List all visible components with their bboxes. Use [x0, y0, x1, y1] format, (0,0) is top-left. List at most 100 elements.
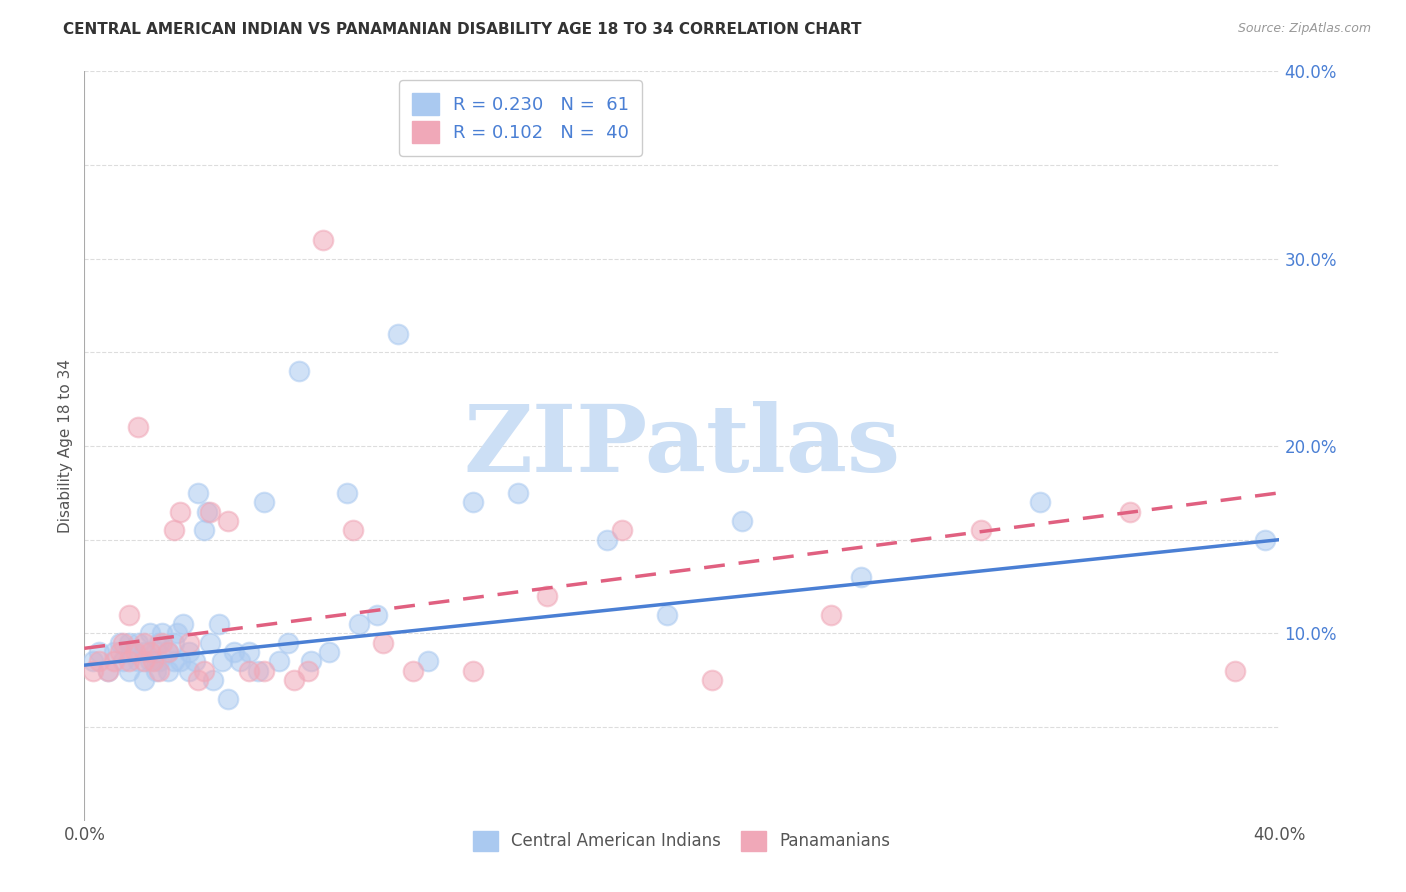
Point: [208, 617, 231, 632]
Point: [301, 655, 323, 669]
Point: [166, 626, 188, 640]
Point: [132, 673, 156, 688]
Point: [177, 635, 200, 649]
Point: [163, 655, 186, 669]
Point: [820, 607, 842, 622]
Point: [336, 486, 359, 500]
Point: [198, 635, 221, 649]
Point: [283, 673, 305, 688]
Point: [121, 645, 143, 659]
Point: [145, 645, 167, 659]
Point: [82, 655, 104, 669]
Point: [139, 645, 162, 659]
Point: [127, 655, 149, 669]
Point: [402, 664, 425, 678]
Point: [148, 664, 170, 678]
Point: [157, 664, 180, 678]
Point: [118, 635, 141, 649]
Point: [342, 524, 364, 538]
Point: [318, 645, 340, 659]
Point: [195, 505, 218, 519]
Point: [163, 524, 186, 538]
Point: [124, 645, 146, 659]
Point: [157, 645, 180, 659]
Text: CENTRAL AMERICAN INDIAN VS PANAMANIAN DISABILITY AGE 18 TO 34 CORRELATION CHART: CENTRAL AMERICAN INDIAN VS PANAMANIAN DI…: [63, 22, 862, 37]
Point: [139, 655, 162, 669]
Point: [187, 673, 209, 688]
Point: [596, 533, 619, 547]
Point: [222, 645, 245, 659]
Point: [267, 655, 290, 669]
Point: [970, 524, 993, 538]
Point: [112, 635, 135, 649]
Point: [1223, 664, 1246, 678]
Point: [228, 655, 252, 669]
Point: [612, 524, 634, 538]
Point: [89, 645, 111, 659]
Point: [148, 635, 170, 649]
Point: [373, 635, 395, 649]
Point: [366, 607, 388, 622]
Point: [246, 664, 269, 678]
Point: [157, 645, 180, 659]
Point: [97, 664, 120, 678]
Point: [150, 635, 173, 649]
Point: [277, 635, 299, 649]
Point: [731, 514, 754, 528]
Point: [110, 645, 132, 659]
Point: [238, 645, 260, 659]
Point: [127, 420, 149, 434]
Point: [193, 524, 215, 538]
Point: [132, 645, 156, 659]
Point: [253, 664, 276, 678]
Point: [288, 364, 311, 378]
Point: [201, 673, 224, 688]
Point: [506, 486, 529, 500]
Point: [177, 664, 200, 678]
Point: [118, 607, 141, 622]
Point: [253, 495, 276, 509]
Point: [238, 664, 260, 678]
Point: [217, 692, 239, 706]
Y-axis label: Disability Age 18 to 34: Disability Age 18 to 34: [58, 359, 73, 533]
Point: [700, 673, 723, 688]
Point: [169, 655, 191, 669]
Point: [103, 645, 125, 659]
Point: [1119, 505, 1142, 519]
Point: [211, 655, 233, 669]
Point: [1253, 533, 1275, 547]
Text: Source: ZipAtlas.com: Source: ZipAtlas.com: [1237, 22, 1371, 36]
Point: [110, 635, 132, 649]
Point: [198, 505, 221, 519]
Legend: Central American Indians, Panamanians: Central American Indians, Panamanians: [463, 821, 901, 861]
Point: [132, 655, 156, 669]
Point: [89, 655, 111, 669]
Point: [132, 635, 156, 649]
Point: [536, 589, 558, 603]
Point: [118, 664, 141, 678]
Point: [416, 655, 439, 669]
Point: [127, 635, 149, 649]
Point: [82, 664, 104, 678]
Point: [148, 655, 170, 669]
Point: [142, 655, 165, 669]
Point: [297, 664, 319, 678]
Point: [163, 635, 186, 649]
Point: [655, 607, 678, 622]
Point: [184, 655, 207, 669]
Point: [312, 233, 335, 247]
Point: [103, 655, 125, 669]
Text: ZIPatlas: ZIPatlas: [464, 401, 900, 491]
Point: [187, 486, 209, 500]
Point: [112, 655, 135, 669]
Point: [139, 626, 162, 640]
Point: [1029, 495, 1052, 509]
Point: [461, 495, 484, 509]
Point: [118, 655, 141, 669]
Point: [97, 664, 120, 678]
Point: [349, 617, 371, 632]
Point: [851, 570, 873, 584]
Point: [461, 664, 484, 678]
Point: [193, 664, 215, 678]
Point: [177, 645, 200, 659]
